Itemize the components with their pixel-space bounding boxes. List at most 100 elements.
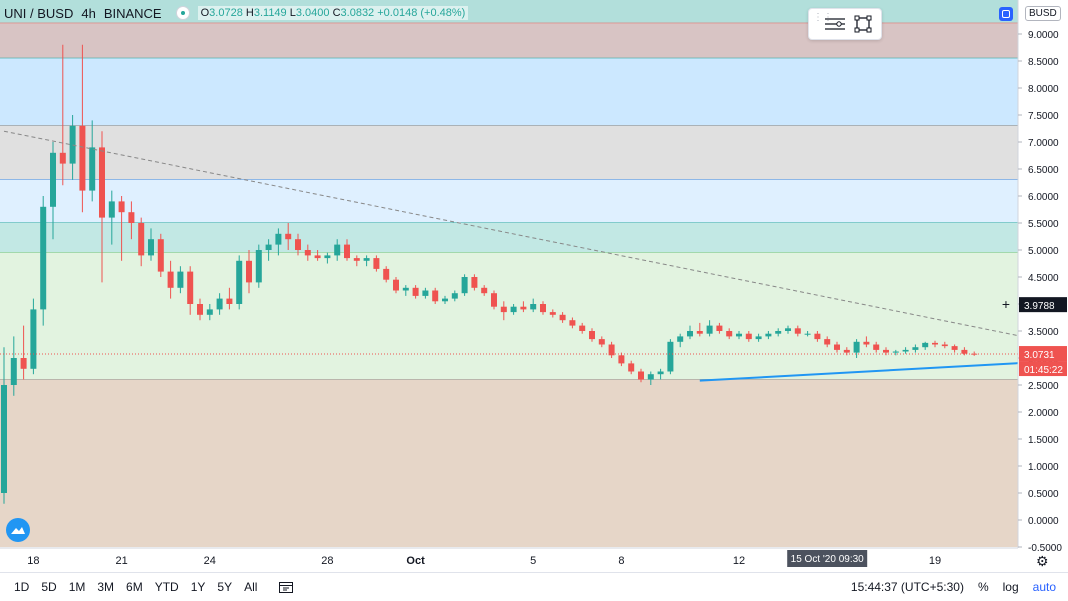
- price-zone: [0, 58, 1018, 126]
- candle-body: [442, 298, 448, 302]
- candle-body: [373, 258, 380, 269]
- price-tick-label: 2.5000: [1028, 381, 1059, 392]
- tf-5y[interactable]: 5Y: [217, 580, 233, 594]
- candle-body: [608, 344, 615, 356]
- currency-badge[interactable]: BUSD: [1025, 6, 1061, 21]
- candle: [863, 336, 870, 348]
- symbol-name[interactable]: UNI / BUSD: [4, 5, 74, 21]
- candle-body: [363, 258, 370, 261]
- last-price-tag: 3.0731: [1024, 350, 1055, 361]
- log-toggle[interactable]: log: [1002, 580, 1019, 594]
- alert-square-icon[interactable]: [999, 7, 1013, 21]
- candle-body: [883, 349, 889, 353]
- candle: [814, 331, 821, 342]
- tf-1y[interactable]: 1Y: [190, 580, 206, 594]
- tf-ytd[interactable]: YTD: [154, 580, 179, 594]
- candle: [30, 298, 37, 375]
- tf-all[interactable]: All: [244, 580, 258, 594]
- candle: [520, 301, 527, 313]
- candle-body: [236, 260, 243, 304]
- candle: [951, 344, 958, 353]
- tf-1d[interactable]: 1D: [14, 580, 30, 594]
- candle: [422, 287, 429, 299]
- candle-body: [912, 347, 919, 350]
- settings-gear-icon[interactable]: ⚙: [1036, 553, 1049, 569]
- candle: [873, 341, 880, 353]
- candle-body: [304, 250, 311, 256]
- candle: [540, 301, 546, 315]
- time-tick-label: 21: [115, 555, 127, 567]
- candle: [20, 325, 27, 380]
- object-tree-icon[interactable]: [821, 12, 849, 36]
- candle: [628, 360, 635, 375]
- candle-body: [579, 325, 586, 331]
- candle-body: [951, 346, 958, 350]
- time-tick-label: 24: [204, 555, 216, 567]
- time-tick-label: 19: [929, 555, 941, 567]
- candle: [59, 44, 66, 186]
- tf-3m[interactable]: 3M: [97, 580, 115, 594]
- candle-body: [902, 349, 909, 352]
- tradingview-logo-icon[interactable]: [6, 518, 30, 542]
- candle: [295, 233, 301, 256]
- symbol-interval[interactable]: 4h: [81, 5, 96, 21]
- candle-body: [128, 212, 135, 223]
- candle: [579, 322, 586, 334]
- dashed-resistance-trendline: [3, 130, 1068, 347]
- candle: [138, 217, 145, 267]
- trendlines: [0, 130, 1068, 382]
- price-zone: [0, 179, 1018, 223]
- candle: [353, 255, 360, 267]
- candle: [255, 244, 262, 288]
- candle: [549, 309, 556, 318]
- candle: [451, 290, 458, 302]
- candle-body: [89, 147, 96, 191]
- price-zone: [0, 379, 1018, 547]
- candle-body: [471, 277, 478, 288]
- floating-drawing-toolbar[interactable]: ⋮⋮: [808, 8, 882, 40]
- candle-body: [873, 344, 880, 350]
- candle-body: [549, 312, 556, 315]
- price-tick-label: 6.0000: [1028, 192, 1059, 203]
- tf-1m[interactable]: 1M: [68, 580, 86, 594]
- candle-body: [334, 244, 341, 256]
- candle: [706, 320, 713, 337]
- market-status-icon: [175, 6, 190, 20]
- candle: [696, 322, 703, 337]
- candle-body: [736, 333, 742, 337]
- tf-5d[interactable]: 5D: [41, 580, 57, 594]
- candle-body: [696, 331, 703, 334]
- candle: [167, 260, 174, 299]
- candle: [128, 201, 135, 240]
- candle: [216, 293, 223, 315]
- candle-body: [20, 358, 27, 369]
- candle-body: [961, 349, 968, 354]
- time-tag: 15 Oct '20 09:30: [791, 554, 865, 565]
- tf-6m[interactable]: 6M: [126, 580, 143, 594]
- price-chart[interactable]: 9.0000 8.5000 8.0000 7.5000 7.0000 6.5000 6.00…: [0, 0, 1068, 572]
- candle-body: [197, 304, 203, 315]
- candle: [618, 352, 625, 367]
- go-to-date-icon[interactable]: [279, 581, 294, 593]
- rectangle-tool-icon[interactable]: [849, 12, 877, 36]
- auto-toggle[interactable]: auto: [1032, 580, 1056, 594]
- candle-body: [706, 325, 713, 334]
- clock[interactable]: 15:44:37 (UTC+5:30): [850, 580, 964, 594]
- price-axis-bg: [1018, 0, 1068, 572]
- symbol-exchange: BINANCE: [103, 5, 162, 21]
- candle-body: [657, 371, 664, 375]
- countdown-tag: 01:45:22: [1024, 365, 1063, 376]
- candle: [510, 304, 517, 315]
- candle-body: [481, 287, 488, 294]
- candle-body: [569, 320, 576, 326]
- drawing-toolbar-grip-icon[interactable]: ⋮⋮: [813, 12, 833, 23]
- candle: [775, 328, 782, 337]
- candle-body: [598, 339, 605, 345]
- candle-body: [834, 344, 840, 350]
- candle: [794, 325, 801, 337]
- candle-body: [687, 331, 693, 337]
- candle-body: [510, 306, 517, 313]
- candle: [10, 336, 17, 396]
- percent-toggle[interactable]: %: [977, 580, 989, 594]
- candle-body: [412, 287, 419, 296]
